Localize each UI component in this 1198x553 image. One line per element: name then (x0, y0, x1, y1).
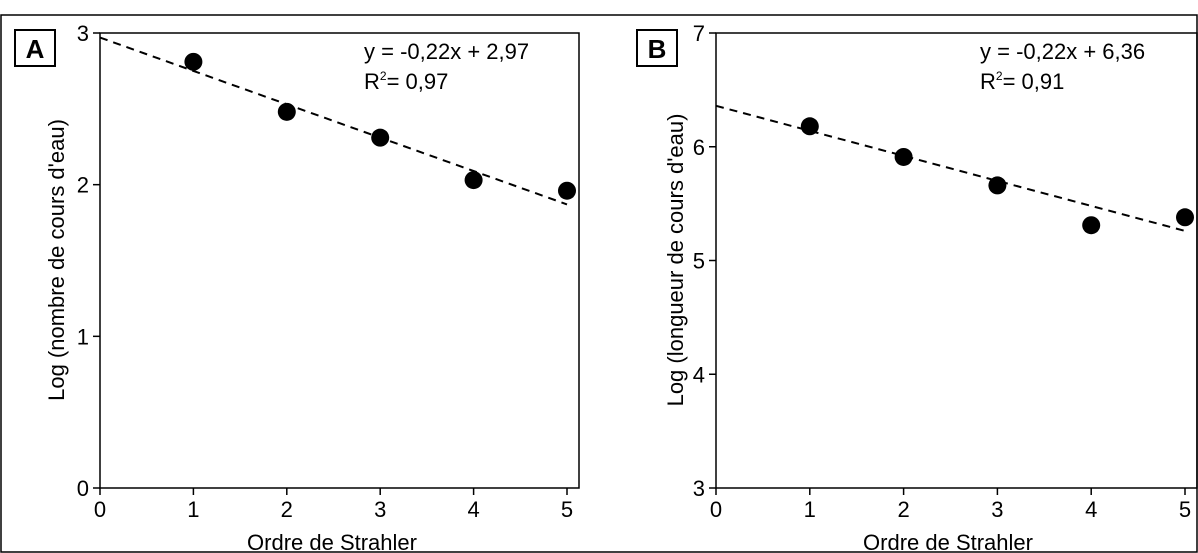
panel-b-x-tick-label: 1 (804, 497, 816, 522)
panel-b-x-title: Ordre de Strahler (863, 530, 1033, 553)
panel-a-data-point (464, 171, 483, 190)
panel-b-data-point (894, 147, 913, 166)
panel-a-y-tick-label: 0 (77, 476, 89, 501)
panel-a-equation: y = -0,22x + 2,97 (364, 39, 529, 64)
panel-b-x-tick-label: 5 (1179, 497, 1191, 522)
panel-b-y-tick-label: 4 (693, 362, 705, 387)
panel-a: A 0 1 2 3 4 5 0 1 2 3 Ordre de Strahler Log (nom… (14, 21, 580, 553)
panel-b-x-axis: 0 1 2 3 4 5 (710, 488, 1191, 522)
panel-b-x-tick-label: 0 (710, 497, 722, 522)
panel-b-data-point (800, 117, 819, 136)
panel-a-r2: R2= 0,97 (364, 69, 448, 94)
panel-b-data-point (1176, 208, 1194, 227)
panel-a-y-axis: 0 1 2 3 (77, 21, 100, 501)
panel-a-y-tick-label: 2 (77, 173, 89, 198)
panel-a-x-tick-label: 1 (187, 497, 199, 522)
panel-a-x-tick-label: 3 (374, 497, 386, 522)
panel-a-letter-box (14, 29, 56, 67)
panel-b-equation: y = -0,22x + 6,36 (980, 39, 1145, 64)
panel-a-y-title: Log (nombre de cours d'eau) (44, 119, 69, 401)
panel-a-x-axis: 0 1 2 3 4 5 (94, 488, 573, 522)
panel-b: B 0 1 2 3 4 5 3 4 5 6 7 Ordre de Strahler Log (lo… (636, 21, 1198, 553)
panel-b-y-axis: 3 4 5 6 7 (693, 21, 716, 501)
panel-a-x-title: Ordre de Strahler (247, 530, 417, 553)
panel-b-fit-line (715, 104, 1186, 232)
panel-b-x-tick-label: 4 (1085, 497, 1097, 522)
panel-b-letter-box (636, 29, 678, 67)
panel-b-r2-label: R (980, 69, 996, 94)
panel-a-x-tick-label: 0 (94, 497, 106, 522)
panel-a-x-tick-label: 4 (467, 497, 479, 522)
panel-b-y-tick-label: 7 (693, 21, 705, 46)
figure-frame (0, 14, 1198, 553)
panel-b-y-title: Log (longueur de cours d'eau) (663, 114, 688, 407)
panel-b-y-tick-label: 6 (693, 135, 705, 160)
panel-b-letter: B (648, 34, 667, 64)
panel-b-x-tick-label: 3 (991, 497, 1003, 522)
panel-b-r2: R2= 0,91 (980, 69, 1064, 94)
panel-a-r2-label: R (364, 69, 380, 94)
panel-a-points (184, 52, 576, 200)
panel-a-x-tick-label: 5 (561, 497, 573, 522)
panel-b-points (800, 117, 1194, 235)
panel-a-data-point (558, 181, 576, 200)
panel-a-y-tick-label: 3 (77, 21, 89, 46)
panel-a-fit-line (99, 36, 568, 206)
panel-a-r2-value: = 0,97 (387, 69, 449, 94)
panel-b-x-tick-label: 2 (897, 497, 909, 522)
panel-a-y-tick-label: 1 (77, 324, 89, 349)
panel-b-r2-value: = 0,91 (1003, 69, 1065, 94)
panel-b-data-point (988, 176, 1007, 195)
panel-a-letter: A (26, 34, 45, 64)
panel-b-data-point (1082, 216, 1101, 235)
panel-a-data-point (184, 52, 203, 71)
panel-a-data-point (371, 128, 390, 147)
panel-a-r2-sup: 2 (380, 69, 387, 83)
panel-a-x-tick-label: 2 (281, 497, 293, 522)
panel-b-plot-box (715, 32, 1198, 489)
panel-a-data-point (277, 102, 296, 121)
panel-b-r2-sup: 2 (996, 69, 1003, 83)
panel-b-y-tick-label: 3 (693, 476, 705, 501)
panel-b-y-tick-label: 5 (693, 249, 705, 274)
panel-a-plot-box (99, 32, 580, 489)
